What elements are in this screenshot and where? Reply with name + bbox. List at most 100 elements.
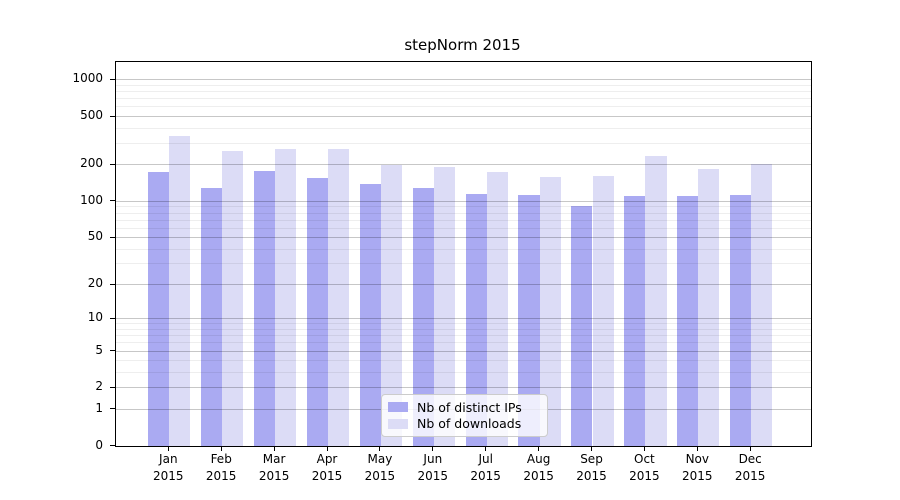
x-tick-mark: [643, 447, 645, 451]
minor-gridline: [116, 248, 811, 250]
x-tick-label: Oct 2015: [614, 451, 674, 485]
y-tick-mark: [110, 236, 115, 238]
y-tick-mark: [110, 317, 115, 319]
bar-downloads: [433, 167, 455, 446]
x-tick-label: Dec 2015: [720, 451, 780, 485]
y-tick-label: 500: [80, 108, 103, 122]
bar-distinct-ips: [253, 171, 276, 446]
minor-gridline: [116, 84, 811, 86]
x-tick-mark: [432, 447, 434, 451]
y-tick-label: 10: [87, 310, 103, 325]
x-tick-year: 2015: [417, 469, 449, 483]
major-gridline: [116, 79, 811, 81]
minor-gridline: [116, 143, 811, 144]
x-tick-label: Apr 2015: [297, 451, 357, 485]
x-tick-year: 2015: [523, 469, 554, 483]
bar-downloads: [698, 169, 720, 446]
bar-downloads: [380, 164, 403, 446]
bar-downloads: [486, 171, 508, 446]
bar-downloads: [645, 156, 667, 446]
major-gridline: [116, 350, 811, 352]
bar-downloads: [592, 176, 614, 446]
x-tick-mark: [326, 447, 328, 451]
y-tick-mark: [110, 350, 115, 352]
y-tick-mark: [110, 115, 115, 117]
y-tick-label: 100: [80, 192, 103, 207]
minor-gridline: [116, 127, 811, 129]
x-tick-mark: [749, 447, 751, 451]
chart-title: stepNorm 2015: [404, 36, 521, 54]
x-tick-mark: [485, 447, 487, 451]
legend: Nb of distinct IPs Nb of downloads: [381, 394, 548, 437]
bar-downloads: [539, 177, 561, 446]
x-tick-label: May 2015: [350, 451, 410, 485]
y-tick-mark: [110, 163, 115, 165]
x-tick-year: 2015: [311, 469, 343, 483]
bar-distinct-ips: [730, 195, 752, 446]
x-tick-month: Jan: [159, 452, 178, 466]
bar-distinct-ips: [306, 178, 328, 446]
x-tick-mark: [220, 447, 222, 451]
y-tick-label: 20: [87, 276, 103, 291]
x-tick-year: 2015: [629, 469, 660, 483]
x-tick-mark: [273, 447, 275, 451]
y-tick-mark: [110, 386, 115, 388]
minor-gridline: [116, 335, 811, 337]
x-tick-month: Feb: [210, 452, 232, 466]
plot-area: Nb of distinct IPs Nb of downloads: [115, 61, 812, 447]
minor-gridline: [116, 206, 811, 208]
x-tick-year: 2015: [682, 469, 713, 483]
legend-item-distinct-ips: Nb of distinct IPs: [388, 399, 539, 416]
x-tick-year: 2015: [734, 469, 766, 483]
minor-gridline: [116, 106, 811, 108]
x-tick-month: Apr: [316, 452, 338, 466]
x-tick-year: 2015: [258, 469, 290, 483]
x-tick-label: Sep 2015: [562, 451, 622, 485]
bar-downloads: [328, 149, 350, 446]
bar-downloads: [222, 151, 244, 446]
major-gridline: [116, 200, 811, 202]
bar-downloads: [751, 163, 773, 446]
major-gridline: [116, 237, 811, 239]
y-tick-mark: [110, 445, 115, 446]
x-tick-mark: [538, 447, 540, 451]
major-gridline: [116, 164, 811, 166]
x-tick-year: 2015: [576, 469, 607, 483]
x-tick-month: Nov: [685, 452, 709, 466]
minor-gridline: [116, 323, 811, 325]
bar-distinct-ips: [412, 187, 434, 446]
legend-label: Nb of downloads: [417, 416, 522, 432]
x-tick-label: Jan 2015: [138, 451, 198, 485]
legend-label: Nb of distinct IPs: [417, 399, 522, 415]
x-tick-mark: [696, 447, 698, 451]
x-tick-month: Aug: [526, 452, 551, 466]
x-tick-mark: [167, 447, 169, 451]
major-gridline: [116, 284, 811, 286]
bar-distinct-ips: [571, 206, 593, 446]
minor-gridline: [116, 91, 811, 93]
bar-distinct-ips: [518, 195, 540, 446]
y-tick-mark: [110, 78, 115, 80]
x-tick-month: Jun: [423, 452, 443, 466]
x-tick-year: 2015: [364, 469, 396, 483]
y-tick-mark: [110, 408, 115, 410]
x-tick-label: Jul 2015: [456, 451, 516, 485]
major-gridline: [116, 318, 811, 320]
x-tick-label: Aug 2015: [509, 451, 569, 485]
x-tick-month: Dec: [738, 452, 762, 466]
minor-gridline: [116, 219, 811, 221]
bar-distinct-ips: [624, 196, 646, 446]
y-tick-mark: [110, 283, 115, 285]
legend-swatch-distinct-ips: [388, 402, 408, 413]
bar-distinct-ips: [359, 184, 381, 446]
legend-swatch-downloads: [388, 418, 408, 429]
x-tick-month: Sep: [580, 452, 603, 466]
legend-item-downloads: Nb of downloads: [388, 416, 539, 433]
y-tick-label: 5: [95, 342, 103, 357]
major-gridline: [116, 116, 811, 117]
major-gridline: [116, 387, 811, 389]
minor-gridline: [116, 212, 811, 214]
bar-downloads: [275, 149, 297, 446]
y-tick-label: 0: [95, 437, 103, 452]
